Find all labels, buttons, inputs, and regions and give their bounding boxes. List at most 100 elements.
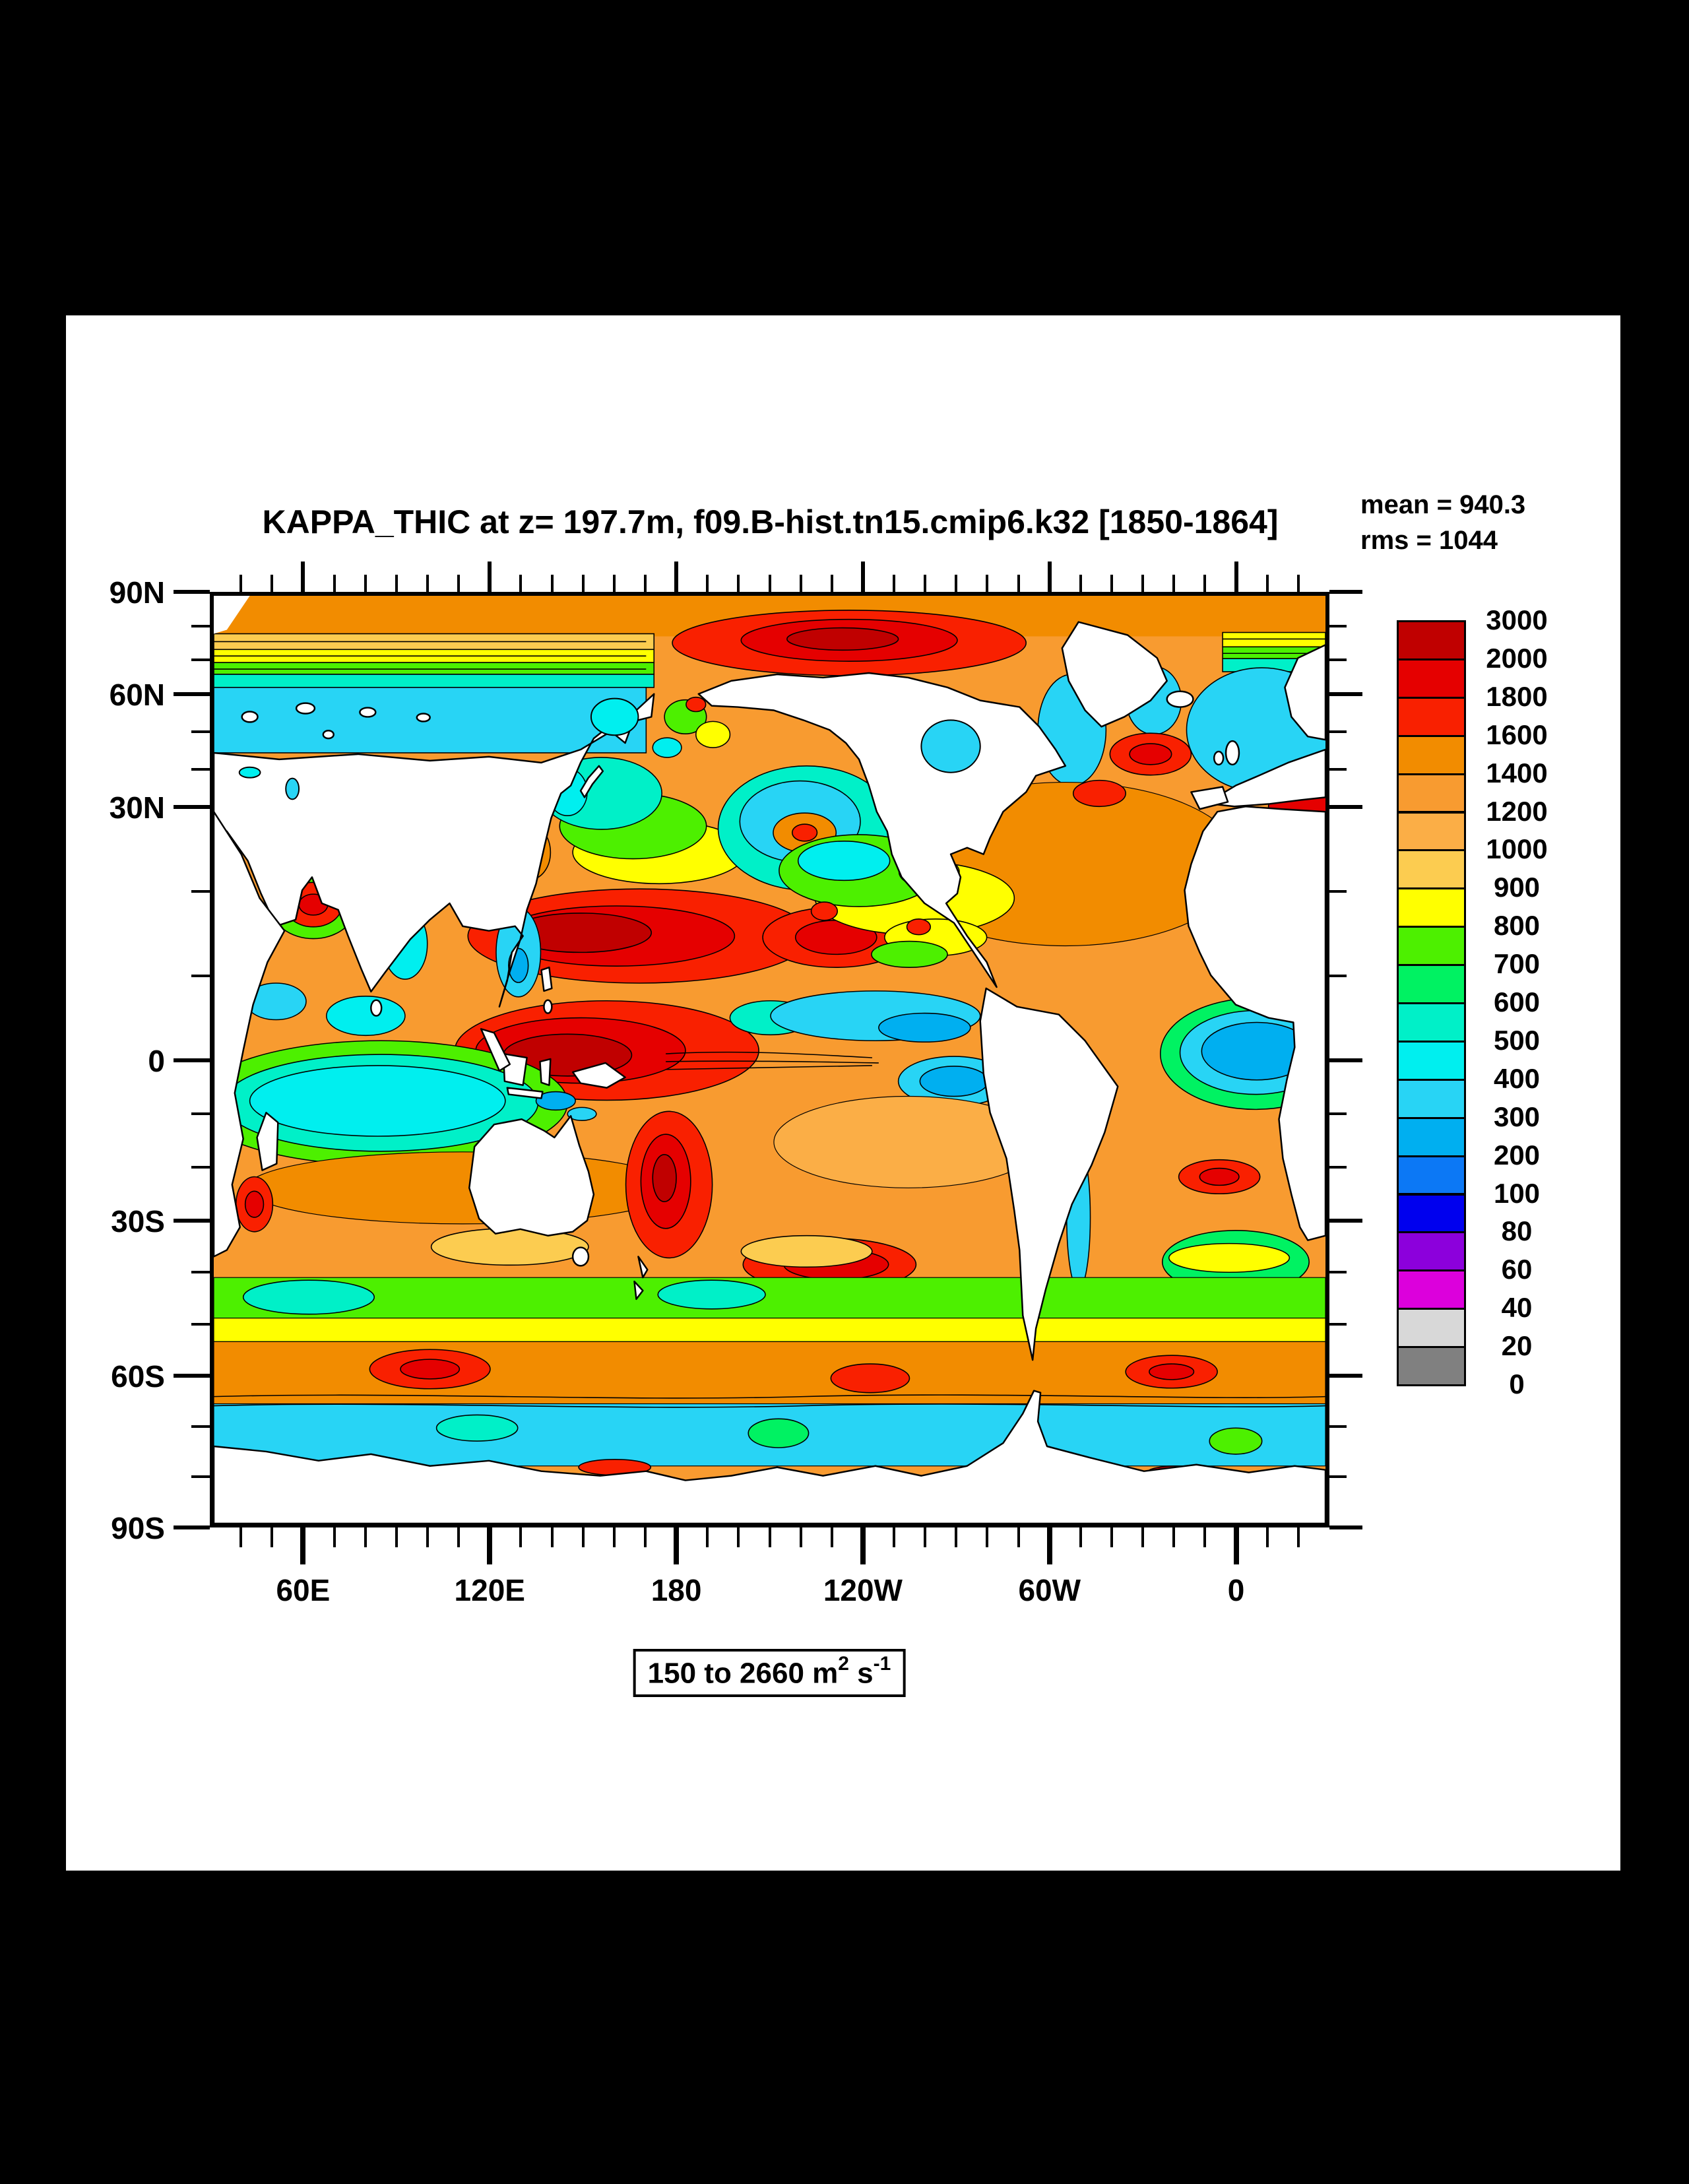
colorbar-level-label: 20 (1501, 1330, 1533, 1362)
x-minor-tick-top (395, 575, 398, 592)
x-minor-tick-top (1079, 575, 1082, 592)
y-major-tick-right (1329, 1058, 1362, 1063)
sulawesi (539, 1058, 552, 1086)
colorbar-level-label: 1600 (1486, 719, 1548, 750)
colorbar-level-label: 60 (1501, 1254, 1533, 1285)
x-minor-tick-bottom (799, 1527, 802, 1547)
y-minor-tick-right (1329, 1166, 1347, 1169)
okhotsk-sea-cyan (590, 697, 639, 736)
x-minor-tick-top (519, 575, 523, 592)
x-minor-tick-top (924, 575, 927, 592)
colorbar-level-label: 600 (1493, 986, 1541, 1017)
new-guinea (571, 1062, 626, 1089)
y-minor-tick-right (1329, 1322, 1347, 1326)
x-minor-tick-top (239, 575, 243, 592)
y-axis-label: 60S (111, 1359, 165, 1394)
y-minor-tick-right (1329, 1425, 1347, 1428)
y-axis-label: 60N (109, 677, 165, 712)
colorbar-swatch (1397, 1346, 1466, 1386)
y-major-tick-right (1329, 590, 1362, 594)
x-minor-tick-bottom (1110, 1527, 1114, 1547)
map-plot-frame (210, 592, 1329, 1527)
x-major-tick-bottom (860, 1527, 866, 1564)
y-major-tick-left (174, 1058, 210, 1063)
units-superscript-2: -1 (873, 1653, 891, 1675)
colorbar-swatch (1397, 1040, 1466, 1081)
colorbar-level-label: 200 (1493, 1139, 1541, 1171)
x-minor-tick-top (1172, 575, 1176, 592)
java (506, 1087, 544, 1099)
continent-south-america (979, 987, 1119, 1361)
colorbar-swatch (1397, 620, 1466, 660)
colorbar-swatch (1397, 1002, 1466, 1043)
continent-africa (1184, 806, 1325, 1241)
colorbar-swatch (1397, 1308, 1466, 1349)
y-minor-tick-right (1329, 658, 1347, 662)
colorbar-swatch (1397, 1193, 1466, 1234)
x-minor-tick-top (955, 575, 958, 592)
y-major-tick-right (1329, 1526, 1362, 1529)
colorbar-level-label: 400 (1493, 1062, 1541, 1094)
x-minor-tick-top (830, 575, 833, 592)
colorbar-swatch (1397, 1155, 1466, 1196)
x-major-tick-top (488, 562, 492, 592)
y-minor-tick-left (191, 624, 210, 627)
x-minor-tick-top (737, 575, 740, 592)
mean-value: mean = 940.3 (1360, 490, 1526, 519)
y-minor-tick-left (191, 1271, 210, 1274)
y-axis-label: 0 (148, 1044, 165, 1079)
new-zealand-south (633, 1280, 644, 1301)
y-minor-tick-right (1329, 730, 1347, 733)
colorbar-level-label: 1000 (1486, 833, 1548, 865)
x-minor-tick-top (612, 575, 616, 592)
y-major-tick-right (1329, 691, 1362, 696)
x-minor-tick-top (1017, 575, 1020, 592)
x-minor-tick-top (426, 575, 429, 592)
x-minor-tick-bottom (893, 1527, 896, 1547)
colorbar-level-label: 100 (1493, 1177, 1541, 1209)
colorbar-level-label: 2000 (1486, 642, 1548, 674)
y-major-tick-left (174, 1526, 210, 1529)
contour-lines (214, 638, 1325, 1408)
x-major-tick-top (1234, 562, 1238, 592)
x-minor-tick-bottom (986, 1527, 989, 1547)
colorbar-level-label: 40 (1501, 1292, 1533, 1324)
x-minor-tick-top (1141, 575, 1145, 592)
colorbar-level-label: 80 (1501, 1215, 1533, 1247)
sumatra (480, 1028, 511, 1072)
x-minor-tick-bottom (581, 1527, 585, 1547)
colorbar-swatch (1397, 926, 1466, 967)
x-axis-label: 0 (1227, 1573, 1245, 1607)
x-minor-tick-bottom (1296, 1527, 1300, 1547)
inland-seas (238, 697, 981, 800)
x-minor-tick-bottom (457, 1527, 461, 1547)
colorbar-swatch (1397, 1269, 1466, 1310)
y-minor-tick-right (1329, 1475, 1347, 1479)
x-major-tick-top (1047, 562, 1052, 592)
stats-block: mean = 940.3 rms = 1044 (1360, 487, 1525, 558)
x-major-tick-top (860, 562, 865, 592)
y-minor-tick-left (191, 975, 210, 978)
x-minor-tick-bottom (1017, 1527, 1020, 1547)
x-minor-tick-bottom (1203, 1527, 1207, 1547)
x-minor-tick-top (706, 575, 709, 592)
colorbar-level-label: 0 (1509, 1368, 1525, 1399)
x-minor-tick-top (1110, 575, 1114, 592)
y-minor-tick-left (191, 890, 210, 893)
x-minor-tick-top (581, 575, 585, 592)
x-major-tick-top (674, 562, 679, 592)
units-superscript: 2 (838, 1653, 849, 1675)
x-minor-tick-bottom (1265, 1527, 1269, 1547)
colorbar-level-label: 1800 (1486, 680, 1548, 712)
colorbar-level-label: 1400 (1486, 757, 1548, 788)
colorbar-swatch (1397, 811, 1466, 852)
y-axis-label: 90N (109, 575, 165, 610)
colorbar-swatch (1397, 1116, 1466, 1157)
x-minor-tick-top (457, 575, 461, 592)
x-minor-tick-bottom (1141, 1527, 1145, 1547)
tasmania (571, 1246, 590, 1267)
iceland (1166, 690, 1194, 708)
x-minor-tick-bottom (643, 1527, 647, 1547)
y-minor-tick-right (1329, 890, 1347, 893)
x-minor-tick-top (986, 575, 989, 592)
